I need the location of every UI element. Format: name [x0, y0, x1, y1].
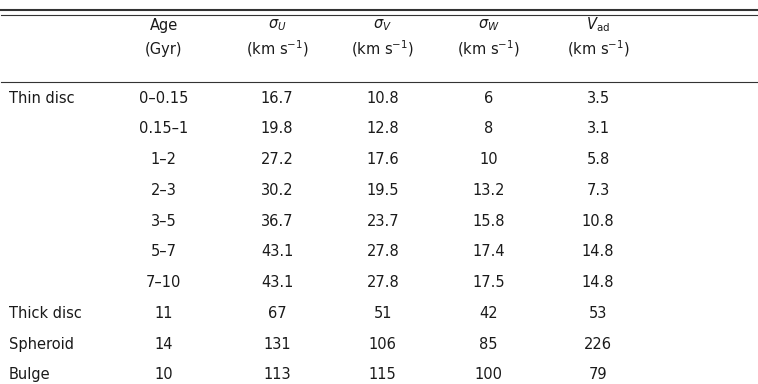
Text: 30.2: 30.2 — [261, 183, 293, 198]
Text: 14.8: 14.8 — [581, 275, 614, 290]
Text: 3.1: 3.1 — [587, 121, 609, 136]
Text: 10: 10 — [155, 367, 173, 382]
Text: 53: 53 — [589, 306, 607, 321]
Text: 17.5: 17.5 — [472, 275, 505, 290]
Text: (km s$^{-1}$): (km s$^{-1}$) — [246, 39, 309, 60]
Text: 36.7: 36.7 — [261, 214, 293, 228]
Text: 8: 8 — [484, 121, 493, 136]
Text: (Gyr): (Gyr) — [145, 41, 183, 56]
Text: 10.8: 10.8 — [366, 91, 399, 106]
Text: 43.1: 43.1 — [261, 275, 293, 290]
Text: 2–3: 2–3 — [151, 183, 177, 198]
Text: 14: 14 — [155, 336, 173, 351]
Text: 11: 11 — [155, 306, 173, 321]
Text: 100: 100 — [475, 367, 503, 382]
Text: 7–10: 7–10 — [146, 275, 181, 290]
Text: 19.8: 19.8 — [261, 121, 293, 136]
Text: 0–0.15: 0–0.15 — [139, 91, 189, 106]
Text: 27.8: 27.8 — [366, 244, 399, 259]
Text: Thick disc: Thick disc — [9, 306, 82, 321]
Text: 5.8: 5.8 — [587, 152, 609, 167]
Text: 13.2: 13.2 — [472, 183, 505, 198]
Text: 0.15–1: 0.15–1 — [139, 121, 189, 136]
Text: 6: 6 — [484, 91, 493, 106]
Text: 43.1: 43.1 — [261, 244, 293, 259]
Text: 17.4: 17.4 — [472, 244, 505, 259]
Text: 27.2: 27.2 — [261, 152, 293, 167]
Text: 113: 113 — [263, 367, 291, 382]
Text: (km s$^{-1}$): (km s$^{-1}$) — [352, 39, 414, 60]
Text: Spheroid: Spheroid — [9, 336, 74, 351]
Text: 5–7: 5–7 — [151, 244, 177, 259]
Text: 16.7: 16.7 — [261, 91, 293, 106]
Text: 1–2: 1–2 — [151, 152, 177, 167]
Text: 51: 51 — [374, 306, 392, 321]
Text: 106: 106 — [369, 336, 396, 351]
Text: (km s$^{-1}$): (km s$^{-1}$) — [457, 39, 520, 60]
Text: $V_{\mathrm{ad}}$: $V_{\mathrm{ad}}$ — [586, 16, 610, 34]
Text: (km s$^{-1}$): (km s$^{-1}$) — [567, 39, 629, 60]
Text: 19.5: 19.5 — [367, 183, 399, 198]
Text: 23.7: 23.7 — [366, 214, 399, 228]
Text: $\sigma_W$: $\sigma_W$ — [478, 17, 500, 33]
Text: Bulge: Bulge — [9, 367, 51, 382]
Text: 10: 10 — [479, 152, 498, 167]
Text: 3–5: 3–5 — [151, 214, 177, 228]
Text: 10.8: 10.8 — [581, 214, 614, 228]
Text: 14.8: 14.8 — [581, 244, 614, 259]
Text: Age: Age — [149, 18, 178, 33]
Text: 7.3: 7.3 — [587, 183, 609, 198]
Text: $\sigma_U$: $\sigma_U$ — [268, 17, 287, 33]
Text: 15.8: 15.8 — [472, 214, 505, 228]
Text: 27.8: 27.8 — [366, 275, 399, 290]
Text: 3.5: 3.5 — [587, 91, 609, 106]
Text: 42: 42 — [479, 306, 498, 321]
Text: 67: 67 — [268, 306, 287, 321]
Text: 226: 226 — [584, 336, 612, 351]
Text: Thin disc: Thin disc — [9, 91, 74, 106]
Text: 17.6: 17.6 — [366, 152, 399, 167]
Text: 85: 85 — [479, 336, 498, 351]
Text: 115: 115 — [369, 367, 396, 382]
Text: 131: 131 — [263, 336, 291, 351]
Text: 79: 79 — [589, 367, 607, 382]
Text: 12.8: 12.8 — [366, 121, 399, 136]
Text: $\sigma_V$: $\sigma_V$ — [374, 17, 392, 33]
